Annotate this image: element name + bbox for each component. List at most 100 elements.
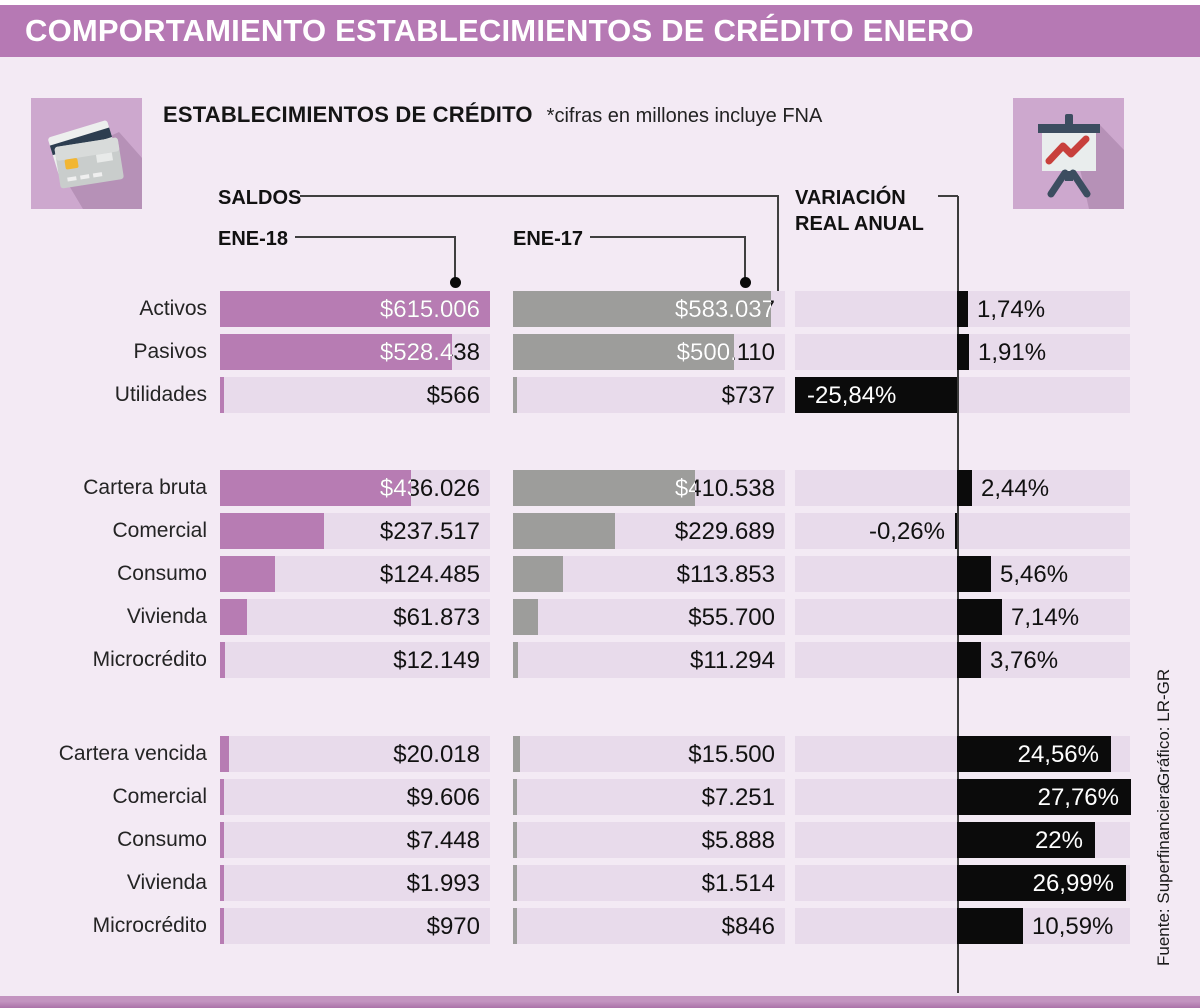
ene17-value: $583.037 [674, 296, 775, 323]
ene17-track: $410.538$410.538 [513, 470, 785, 506]
ene17-bar [513, 599, 538, 635]
variation-value: 2,44% [981, 475, 1050, 502]
group-balance: Activos $615.006 $615.006 $583.037 $583.037 1… [0, 291, 1200, 420]
ene18-track: $61.873 $61.873 [220, 599, 490, 635]
ene17-value-white: $229.689 [513, 513, 615, 549]
ene18-bar [220, 865, 224, 901]
ene17-bar [513, 291, 771, 327]
variation-track: 1,74% [795, 291, 1130, 327]
ene18-track: $436.026$436.026 [220, 470, 490, 506]
ene18-value: $566 [426, 382, 480, 409]
variation-value: 1,91% [978, 339, 1047, 366]
variation-track: -0,26% [795, 513, 1130, 549]
ene17-value: $1.514 [701, 870, 775, 897]
ene18-bar [220, 908, 224, 944]
variation-value: 22% [1034, 827, 1083, 854]
ene17-value: $500.110 [676, 339, 775, 366]
ene18-track: $124.485 $124.485 [220, 556, 490, 592]
table-row: Activos $615.006 $615.006 $583.037 $583.037 1… [0, 291, 1200, 327]
ene18-value-white: $1.993 [220, 865, 224, 901]
column-header-variacion: VARIACIÓN REAL ANUAL [795, 185, 924, 237]
ene18-value-clip: $237.517 [220, 513, 324, 549]
ene17-track: $55.700 $55.700 [513, 599, 785, 635]
ene18-value-white: $237.517 [220, 513, 324, 549]
variation-value: 26,99% [1032, 870, 1114, 897]
ene17-value-white: $583.037 [674, 296, 771, 323]
table-row: Microcrédito$12.149$12.149$11.294$11.294… [0, 642, 1200, 678]
ene17-value-clip: $113.853 [513, 556, 563, 592]
table-row: Vivienda $61.873 $61.873 $55.700 $55.700 7,14… [0, 599, 1200, 635]
ene17-value-white: $737 [513, 377, 517, 413]
group-cartera-bruta: Cartera bruta $436.026$436.026 $410.538$41… [0, 470, 1200, 685]
ene18-bar [220, 291, 490, 327]
ene18-value-clip: $436.026 [220, 470, 411, 506]
ene17-bar [513, 513, 615, 549]
ene18-track: $237.517 $237.517 [220, 513, 490, 549]
variation-value: 7,14% [1011, 604, 1080, 631]
table-row: Pasivos $528.438$528.438 $500.110$500.110 1… [0, 334, 1200, 370]
ene18-value-white: $12.149 [220, 642, 225, 678]
ene17-value-clip: $229.689 [513, 513, 615, 549]
variation-bar [957, 599, 1002, 635]
credit-cards-icon [48, 120, 142, 209]
ene17-bar [513, 908, 517, 944]
variation-value: 10,59% [1032, 913, 1114, 940]
variation-bar [957, 556, 991, 592]
variation-track: 1,91% [795, 334, 1130, 370]
ene17-bar [513, 736, 520, 772]
ene18-value-white: $970 [220, 908, 224, 944]
ene18-value-white: $7.448 [220, 822, 224, 858]
table-row: Comercial$237.517$237.517$229.689$229.68… [0, 513, 1200, 549]
ene18-track: $20.018 $20.018 [220, 736, 490, 772]
subtitle-note: *cifras en millones incluye FNA [546, 105, 823, 127]
variation-track: 5,46% [795, 556, 1130, 592]
row-label: Comercial [112, 785, 207, 808]
ene17-value-white: $846 [513, 908, 517, 944]
variation-track: 7,14% [795, 599, 1130, 635]
ene17-track: $1.514 $1.514 [513, 865, 785, 901]
row-label: Consumo [117, 562, 207, 585]
ene18-bar [220, 334, 452, 370]
ene17-bar [513, 779, 517, 815]
ene18-value: $7.448 [406, 827, 480, 854]
ene17-value-clip: $500.110 [513, 334, 734, 370]
ene17-value-white: $11.294 [513, 642, 518, 678]
variation-track: 27,76% [795, 779, 1131, 815]
variation-bar [955, 513, 957, 549]
ene18-value-clip: $1.993 [220, 865, 224, 901]
group-cartera-vencida: Cartera vencida $20.018$20.018 $15.500 $15.… [0, 736, 1200, 951]
ene18-value: $124.485 [379, 561, 480, 588]
ene18-value: $436.026 [379, 475, 480, 502]
ene17-value-white: $15.500 [513, 736, 520, 772]
ene18-value-white: $528.438 [379, 339, 452, 366]
ene18-value-white: $20.018 [220, 736, 229, 772]
table-row: Microcrédito $970 $970 $846 $846 10,59% [0, 908, 1200, 944]
ene17-value: $11.294 [690, 647, 775, 674]
ene17-track: $11.294 $11.294 [513, 642, 785, 678]
column-header-ene17: ENE-17 [513, 228, 584, 250]
variation-bar [957, 908, 1023, 944]
ene18-value-clip: $9.606 [220, 779, 224, 815]
ene18-value: $61.873 [393, 604, 480, 631]
variation-bar [957, 291, 968, 327]
row-label: Cartera vencida [58, 742, 207, 765]
ene17-value: $7.251 [701, 784, 775, 811]
variacion-connector-h [938, 195, 958, 197]
ene17-value: $846 [721, 913, 775, 940]
ene17-value: $15.500 [688, 741, 775, 768]
ene17-value-clip: $15.500 [513, 736, 520, 772]
ene17-bar [513, 556, 563, 592]
ene18-value: $615.006 [379, 296, 480, 323]
header-bar: COMPORTAMIENTO ESTABLECIMIENTOS DE CRÉDI… [0, 5, 1200, 57]
ene17-value: $55.700 [688, 604, 775, 631]
row-label: Vivienda [126, 871, 207, 894]
table-row: Utilidades $566 $566 $737 $737 -25,84% [0, 377, 1200, 413]
ene18-value-clip: $12.149 [220, 642, 225, 678]
variation-track: 10,59% [795, 908, 1130, 944]
variacion-line1: VARIACIÓN [795, 187, 906, 209]
ene18-track: $1.993 $1.993 [220, 865, 490, 901]
ene17-value-clip: $7.251 [513, 779, 517, 815]
ene17-value-white: $500.110 [676, 339, 734, 366]
ene18-track: $7.448 $7.448 [220, 822, 490, 858]
variation-value: 24,56% [1017, 741, 1099, 768]
